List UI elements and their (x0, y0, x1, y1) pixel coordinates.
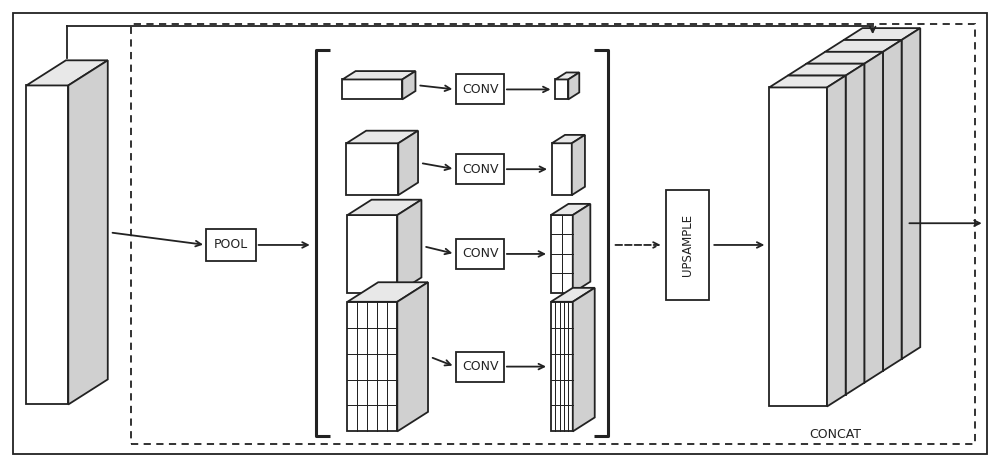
Polygon shape (551, 204, 590, 215)
Polygon shape (551, 302, 573, 432)
Polygon shape (573, 288, 595, 432)
Polygon shape (572, 135, 585, 195)
Text: CONV: CONV (462, 163, 498, 176)
Polygon shape (552, 135, 585, 143)
Polygon shape (26, 60, 108, 85)
Polygon shape (26, 85, 68, 404)
Polygon shape (788, 64, 864, 76)
Polygon shape (555, 79, 568, 99)
Polygon shape (806, 64, 864, 383)
Polygon shape (551, 215, 573, 293)
Polygon shape (788, 76, 846, 395)
Bar (456, 74, 504, 105)
Text: POOL: POOL (214, 239, 248, 251)
Polygon shape (347, 302, 397, 432)
Text: CONV: CONV (462, 248, 498, 261)
Polygon shape (864, 52, 883, 383)
Polygon shape (68, 60, 108, 404)
Polygon shape (347, 282, 428, 302)
Polygon shape (844, 40, 902, 359)
Polygon shape (397, 282, 428, 432)
Polygon shape (844, 28, 920, 40)
Polygon shape (825, 40, 902, 52)
Polygon shape (825, 52, 883, 371)
Polygon shape (568, 72, 579, 99)
Text: CONV: CONV (462, 360, 498, 373)
Text: CONCAT: CONCAT (809, 428, 861, 441)
Polygon shape (398, 131, 418, 195)
Bar (131, 24, 975, 445)
Polygon shape (806, 52, 883, 64)
Polygon shape (397, 200, 421, 293)
Bar (456, 239, 504, 269)
Polygon shape (827, 76, 846, 406)
Bar (206, 229, 256, 261)
Polygon shape (342, 79, 402, 99)
Polygon shape (769, 76, 846, 87)
Polygon shape (846, 64, 864, 395)
Polygon shape (555, 72, 579, 79)
Text: UPSAMPLE: UPSAMPLE (681, 214, 694, 276)
Polygon shape (552, 143, 572, 195)
Polygon shape (769, 87, 827, 406)
Text: CONV: CONV (462, 83, 498, 96)
Polygon shape (347, 200, 421, 215)
Polygon shape (346, 131, 418, 143)
Polygon shape (902, 28, 920, 359)
Polygon shape (551, 288, 595, 302)
Polygon shape (342, 71, 415, 79)
Bar (666, 190, 709, 300)
Polygon shape (573, 204, 590, 293)
Polygon shape (402, 71, 415, 99)
Polygon shape (346, 143, 398, 195)
Polygon shape (883, 40, 902, 371)
Bar (456, 352, 504, 382)
Bar (456, 154, 504, 184)
Polygon shape (347, 215, 397, 293)
